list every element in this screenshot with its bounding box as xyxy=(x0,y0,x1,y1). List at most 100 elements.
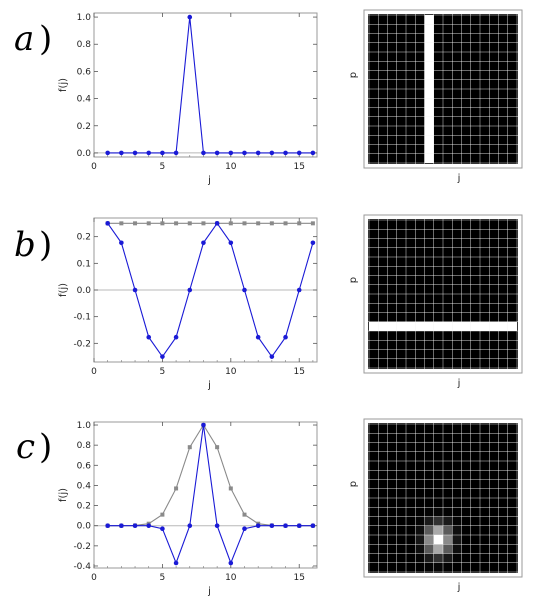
matrix-cell xyxy=(424,116,434,126)
matrix-cell xyxy=(369,321,379,331)
matrix-cell xyxy=(378,321,388,331)
gray-data-point xyxy=(228,221,233,226)
matrix-cell xyxy=(424,70,434,80)
matrix-cell xyxy=(424,153,434,163)
blue-data-point xyxy=(201,422,206,428)
blue-data-point xyxy=(119,150,124,156)
blue-data-point xyxy=(146,150,152,156)
matrix-cell xyxy=(433,507,443,517)
blue-data-point xyxy=(296,150,302,156)
blue-series-line xyxy=(107,17,313,154)
matrix-cell xyxy=(433,562,443,572)
matrix-cell xyxy=(480,321,490,331)
gray-data-point xyxy=(228,486,233,491)
matrix-cell xyxy=(443,544,453,554)
matrix-cell xyxy=(443,507,453,517)
matrix-y-label: p xyxy=(348,72,359,78)
line-plot-c: 0 5 10 15 -0.4 -0.2 0.0 0.2 0.4 0.6 0.8 1.0 j f(j) xyxy=(58,421,318,597)
gray-data-point xyxy=(256,221,261,226)
matrix-cell xyxy=(452,525,462,535)
gray-data-point xyxy=(242,512,247,517)
x-tick-label: 15 xyxy=(293,367,304,377)
matrix-cell xyxy=(415,516,425,526)
blue-data-point xyxy=(269,523,275,529)
y-tick-label: 0.4 xyxy=(77,95,92,105)
blue-data-point xyxy=(201,240,206,246)
line-plot-a: 0 5 10 15 0.0 0.2 0.4 0.6 0.8 1.0 j f(j) xyxy=(58,12,318,186)
blue-data-point xyxy=(132,287,138,293)
matrix-cell xyxy=(424,516,434,526)
blue-data-point xyxy=(228,560,234,566)
matrix-cell xyxy=(424,79,434,89)
y-tick-label: 0.0 xyxy=(77,286,92,296)
blue-data-point xyxy=(105,150,110,156)
matrix-x-label: j xyxy=(457,173,461,184)
matrix-cell xyxy=(433,516,443,526)
x-tick-label: 15 xyxy=(293,162,304,172)
panel-paren-b: ) xyxy=(39,225,52,265)
blue-data-point xyxy=(214,523,220,529)
blue-data-point xyxy=(214,221,220,226)
blue-data-point xyxy=(242,287,247,293)
matrix-cell xyxy=(443,321,453,331)
x-tick-label: 0 xyxy=(91,162,97,172)
panel-label-a: a ) xyxy=(14,19,52,59)
plot-frame xyxy=(93,421,318,569)
matrix-cell xyxy=(433,535,443,545)
blue-data-point xyxy=(160,526,165,532)
matrix-cell xyxy=(452,516,462,526)
blue-data-point xyxy=(255,523,261,529)
gray-data-point xyxy=(297,221,302,226)
blue-data-point xyxy=(255,150,261,156)
matrix-x-label: j xyxy=(457,582,461,593)
blue-data-point xyxy=(132,150,138,156)
matrix-plot-a: jp xyxy=(348,9,523,184)
matrix-cell xyxy=(461,321,471,331)
panel-paren-a: ) xyxy=(39,19,52,59)
y-tick-label: -0.2 xyxy=(73,339,91,349)
plot-frame xyxy=(93,12,318,158)
matrix-cell xyxy=(443,516,453,526)
matrix-y-label: p xyxy=(348,277,359,283)
y-tick-label: -0.2 xyxy=(73,542,91,552)
blue-data-point xyxy=(283,334,288,340)
blue-data-point xyxy=(310,523,316,529)
matrix-cell xyxy=(424,544,434,554)
y-axis-label: f(j) xyxy=(58,488,69,502)
matrix-cell xyxy=(406,321,416,331)
blue-data-point xyxy=(119,523,124,529)
blue-data-point xyxy=(242,150,247,156)
blue-data-point xyxy=(283,523,288,529)
matrix-plot-b: jp xyxy=(348,214,523,389)
matrix-cell xyxy=(424,525,434,535)
blue-data-point xyxy=(283,150,288,156)
y-axis-label: f(j) xyxy=(58,78,69,92)
matrix-cell xyxy=(424,107,434,117)
x-axis-label: j xyxy=(207,175,211,186)
matrix-cell xyxy=(415,321,425,331)
matrix-cell xyxy=(443,535,453,545)
blue-data-point xyxy=(310,150,316,156)
blue-data-point xyxy=(228,150,234,156)
y-tick-label: 1.0 xyxy=(77,13,92,23)
x-tick-label: 0 xyxy=(91,573,97,583)
panel-letter-b: b xyxy=(14,225,36,265)
x-axis-label: j xyxy=(207,586,211,597)
matrix-cell xyxy=(424,321,434,331)
blue-data-point xyxy=(201,150,206,156)
y-tick-label: 0.6 xyxy=(77,461,92,471)
matrix-cell xyxy=(424,507,434,517)
blue-data-point xyxy=(187,14,193,20)
y-tick-label: 0.2 xyxy=(77,122,91,132)
gray-data-point xyxy=(146,221,151,226)
matrix-cell xyxy=(424,144,434,154)
matrix-cell xyxy=(424,15,434,25)
matrix-x-label: j xyxy=(457,378,461,389)
x-tick-label: 10 xyxy=(225,573,237,583)
blue-data-point xyxy=(296,523,302,529)
gray-data-point xyxy=(160,512,165,517)
gray-data-point xyxy=(310,221,315,226)
matrix-cell xyxy=(415,525,425,535)
matrix-cell xyxy=(433,553,443,563)
